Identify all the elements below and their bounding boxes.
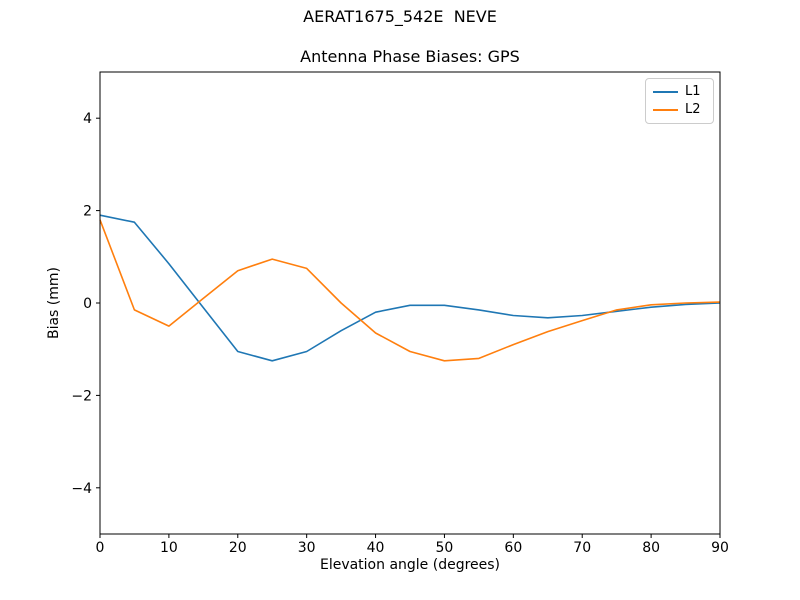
x-tick-label: 40 bbox=[367, 540, 385, 556]
x-tick-label: 20 bbox=[229, 540, 247, 556]
y-tick-label: −2 bbox=[71, 388, 92, 404]
axes-spines bbox=[99, 71, 721, 535]
x-tick-label: 10 bbox=[160, 540, 178, 556]
x-tick-label: 80 bbox=[642, 540, 660, 556]
series-line-L2 bbox=[99, 219, 721, 362]
series-line-L1 bbox=[99, 214, 721, 362]
legend-line-swatch bbox=[653, 109, 678, 111]
y-tick-label: 2 bbox=[83, 204, 92, 220]
y-tick-label: −4 bbox=[71, 481, 92, 497]
x-tick-label: 0 bbox=[96, 540, 105, 556]
x-axis-label: Elevation angle (degrees) bbox=[319, 557, 501, 573]
x-tick-label: 30 bbox=[298, 540, 316, 556]
legend-item-L1: L1 bbox=[653, 84, 706, 100]
legend-label: L1 bbox=[685, 84, 701, 99]
legend: L1 L2 bbox=[645, 78, 714, 124]
legend-label: L2 bbox=[685, 102, 701, 117]
x-tick-label: 50 bbox=[436, 540, 454, 556]
x-tick-label: 60 bbox=[504, 540, 522, 556]
y-tick-label: 0 bbox=[83, 296, 92, 312]
y-tick-label: 4 bbox=[83, 111, 92, 127]
legend-line-swatch bbox=[653, 91, 678, 93]
axes-title: Antenna Phase Biases: GPS bbox=[300, 47, 520, 66]
x-tick-label: 70 bbox=[573, 540, 591, 556]
x-tick-label: 90 bbox=[711, 540, 729, 556]
figure-suptitle: AERAT1675_542E NEVE bbox=[303, 7, 497, 26]
legend-item-L2: L2 bbox=[653, 102, 706, 118]
